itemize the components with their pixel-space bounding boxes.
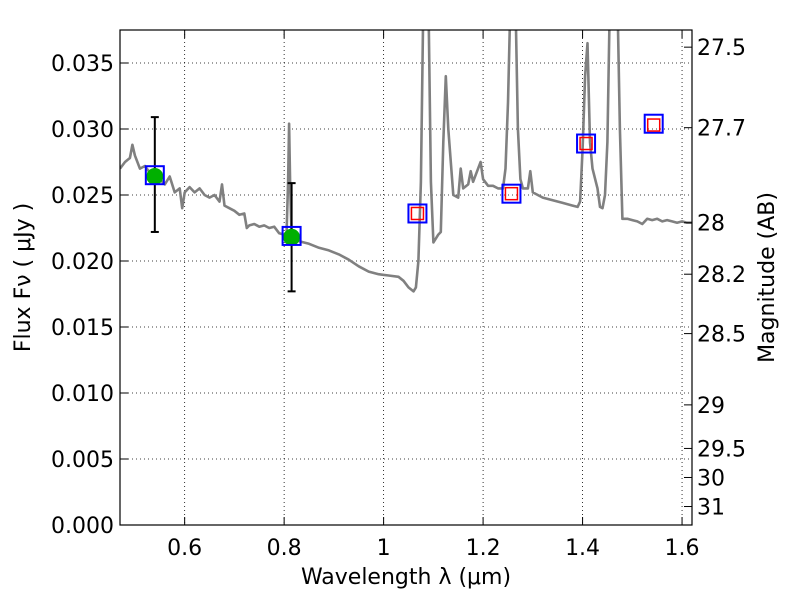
y-tick-label: 0.015 <box>51 316 114 341</box>
x-axis-label: Wavelength λ (μm) <box>301 565 511 590</box>
y2-tick-label: 29 <box>697 394 725 419</box>
spectrum-line <box>120 30 692 293</box>
y-tick-label: 0.020 <box>51 250 114 275</box>
y2-tick-label: 27.7 <box>697 117 746 142</box>
markers-layer <box>144 113 664 293</box>
y2-tick-label: 27.5 <box>697 36 746 61</box>
model-photometry-marker <box>643 113 664 134</box>
y-tick-label: 0.005 <box>51 448 114 473</box>
x-tick-label: 0.6 <box>167 536 202 561</box>
y2-tick-label: 29.5 <box>697 437 746 462</box>
y-tick-label: 0.010 <box>51 382 114 407</box>
y-tick-label: 0.030 <box>51 118 114 143</box>
observed-point <box>146 168 164 186</box>
ticks-layer <box>120 30 692 526</box>
grid-lines <box>120 30 692 526</box>
observed-point <box>283 228 301 246</box>
x-tick-label: 1.2 <box>466 536 501 561</box>
spectrum-series <box>120 30 692 293</box>
model-photometry-marker <box>576 133 597 154</box>
synthetic-photometry-marker <box>410 206 425 221</box>
y2-tick-label: 28.2 <box>697 263 746 288</box>
y-tick-label: 0.035 <box>51 52 114 77</box>
synthetic-photometry-marker <box>579 136 593 151</box>
x-tick-label: 1 <box>377 536 391 561</box>
y2-tick-label: 30 <box>697 466 725 491</box>
x-tick-label: 1.4 <box>565 536 600 561</box>
y2-axis-label: Magnitude (AB) <box>755 192 780 363</box>
y-axis-label: Flux Fν ( μJy ) <box>11 203 36 352</box>
labels-layer: 0.6 0.8 1 1.2 1.4 1.6 0.000 0.005 0.010 0.015 0.02… <box>11 36 780 590</box>
synthetic-photometry-marker <box>504 186 519 201</box>
synthetic-photometry-marker <box>646 118 661 132</box>
y-tick-label: 0.025 <box>51 184 114 209</box>
y2-tick-label: 28.5 <box>697 323 746 348</box>
y-tick-label: 0.000 <box>51 514 114 539</box>
model-photometry-marker <box>501 183 522 204</box>
x-tick-label: 0.8 <box>267 536 302 561</box>
y2-tick-label: 28 <box>697 212 725 237</box>
model-photometry-marker <box>144 165 165 186</box>
x-tick-label: 1.6 <box>665 536 700 561</box>
y2-tick-label: 31 <box>697 496 725 521</box>
model-photometry-marker <box>407 203 428 224</box>
model-photometry-marker <box>281 225 302 246</box>
plot-frame <box>119 29 693 526</box>
